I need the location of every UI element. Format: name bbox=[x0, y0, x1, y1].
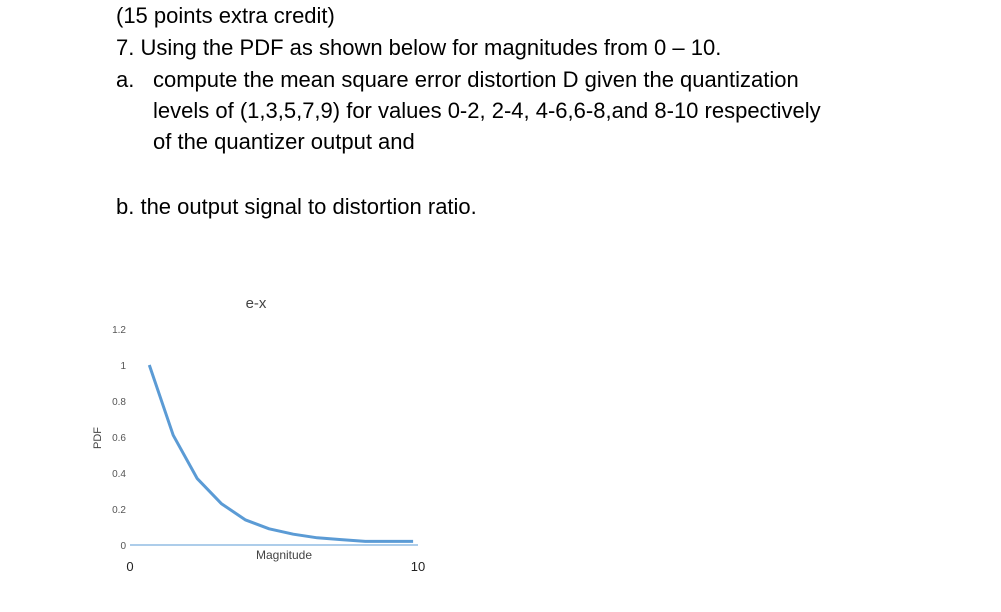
part-b-text: b. the output signal to distortion ratio… bbox=[116, 194, 477, 219]
part-a-line-1: compute the mean square error distortion… bbox=[153, 67, 799, 92]
part-a-line-3: of the quantizer output and bbox=[153, 129, 415, 154]
y-tick-label: 1.2 bbox=[112, 325, 126, 336]
question-7-text: 7. Using the PDF as shown below for magn… bbox=[116, 35, 722, 60]
y-tick-label: 1 bbox=[120, 361, 126, 372]
part-a-label: a. bbox=[116, 67, 135, 92]
x-tick-label: 0 bbox=[126, 559, 133, 574]
chart-title: e-x bbox=[246, 295, 267, 312]
y-tick-label: 0.2 bbox=[112, 505, 126, 516]
y-tick-label: 0.4 bbox=[112, 469, 126, 480]
part-a-line-2: levels of (1,3,5,7,9) for values 0-2, 2-… bbox=[153, 98, 821, 123]
x-tick-label: 10 bbox=[411, 559, 425, 574]
y-axis-label: PDF bbox=[92, 427, 104, 449]
y-tick-label: 0 bbox=[120, 541, 126, 552]
pdf-curve-line bbox=[147, 364, 414, 543]
y-tick-label: 0.6 bbox=[112, 433, 126, 444]
x-axis-label: Magnitude bbox=[256, 548, 312, 562]
extra-credit-heading: (15 points extra credit) bbox=[116, 3, 335, 28]
y-tick-label: 0.8 bbox=[112, 397, 126, 408]
